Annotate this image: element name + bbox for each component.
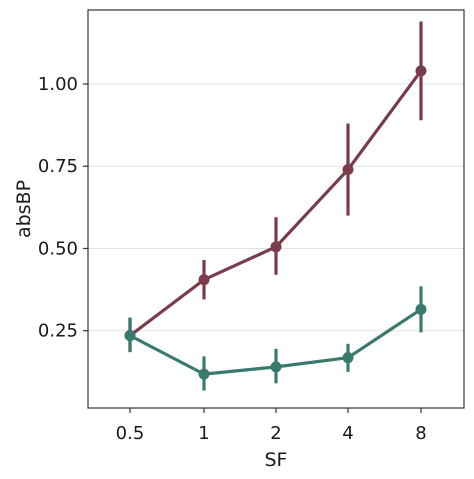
x-tick-label: 4 [342, 423, 353, 444]
data-point [270, 361, 282, 373]
grid-lines [88, 83, 464, 332]
y-tick-label: 0.75 [38, 156, 78, 177]
y-tick-label: 0.50 [38, 238, 78, 259]
x-tick-label: 8 [415, 423, 426, 444]
data-point [342, 352, 354, 364]
data-point [415, 303, 427, 315]
y-tick-label: 0.25 [38, 321, 78, 342]
x-axis-title: SF [265, 449, 288, 471]
data-point [270, 241, 282, 253]
x-tick-label: 1 [198, 423, 209, 444]
series-line [129, 69, 423, 337]
y-axis: 0.25 0.50 0.75 1.00 [38, 74, 88, 342]
x-tick-label: 0.5 [116, 423, 145, 444]
series-2 [124, 286, 427, 391]
data-point [342, 164, 354, 176]
data-point [124, 330, 136, 342]
data-point [198, 368, 210, 380]
x-axis: 0.5 1 2 4 8 [116, 408, 427, 444]
data-point [415, 65, 427, 77]
y-tick-label: 1.00 [38, 74, 78, 95]
data-point [198, 274, 210, 286]
y-axis-title: absBP [13, 180, 35, 238]
series-layer [124, 21, 427, 391]
plot-panel-border [87, 9, 465, 409]
series-1 [124, 21, 427, 353]
x-tick-label: 2 [270, 423, 281, 444]
